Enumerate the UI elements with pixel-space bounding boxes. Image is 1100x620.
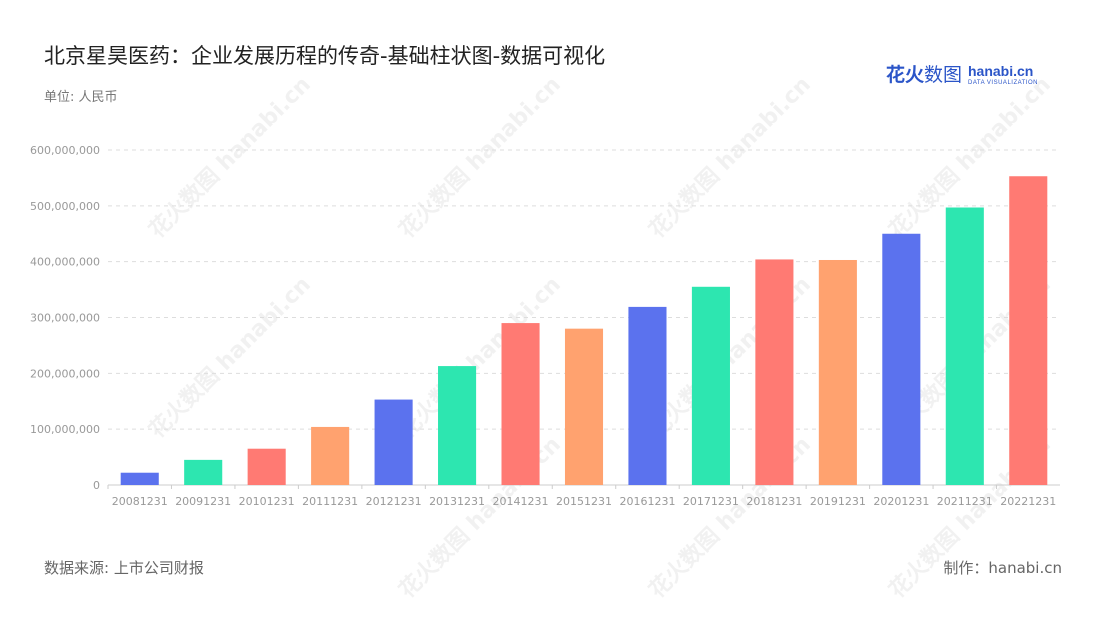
y-tick-label: 100,000,000 (30, 423, 100, 436)
y-tick-label: 400,000,000 (30, 256, 100, 269)
x-tick-label: 20141231 (493, 495, 549, 508)
y-tick-label: 500,000,000 (30, 200, 100, 213)
x-tick-label: 20081231 (112, 495, 168, 508)
bar-20151231[interactable] (564, 328, 604, 485)
bar-20121231[interactable] (374, 399, 413, 485)
bar-20221231[interactable] (1009, 176, 1048, 485)
y-tick-label: 0 (93, 479, 100, 492)
logo-cn-bold: 花火 (885, 64, 924, 86)
y-axis: 0 100,000,000 200,000,000 300,000,000 400,00… (30, 144, 100, 492)
unit-label: 单位: 人民币 (44, 90, 118, 105)
x-tick-label: 20201231 (873, 495, 929, 508)
bar-20111231[interactable] (311, 426, 350, 485)
x-tick-label: 20121231 (366, 495, 422, 508)
logo-en-text: hanabi.cn (967, 63, 1034, 79)
bar-20171231[interactable] (691, 286, 730, 485)
bar-20141231[interactable] (501, 323, 540, 485)
x-tick-label: 20191231 (810, 495, 866, 508)
brand-logo: 花火数图 hanabi.cn DATA VISUALIZATION (886, 60, 1038, 86)
x-tick-label: 20171231 (683, 495, 739, 508)
x-tick-label: 20181231 (746, 495, 802, 508)
x-tick-label: 20101231 (239, 495, 295, 508)
x-tick-label: 20091231 (175, 495, 231, 508)
x-axis: 20081231 20091231 20101231 20111231 20121231… (107, 485, 1056, 508)
bar-20081231[interactable] (120, 472, 159, 485)
chart-title: 北京星昊医药：企业发展历程的传奇-基础柱状图-数据可视化 (44, 44, 606, 68)
bar-20131231[interactable] (438, 366, 477, 485)
bar-20191231[interactable] (818, 259, 857, 485)
bar-20211231[interactable] (945, 207, 984, 485)
bar-20101231[interactable] (247, 448, 286, 485)
bar-20181231[interactable] (755, 259, 794, 485)
y-tick-label: 200,000,000 (30, 367, 100, 380)
y-tick-label: 300,000,000 (30, 312, 100, 325)
logo-cn-text: 花火数图 (886, 64, 962, 86)
x-tick-label: 20221231 (1000, 495, 1056, 508)
bars-layer (120, 176, 1048, 485)
x-tick-label: 20161231 (619, 495, 675, 508)
bar-20091231[interactable] (184, 459, 223, 485)
credit-label: 制作：hanabi.cn (943, 559, 1062, 577)
logo-cn-thin: 数图 (923, 64, 962, 86)
x-tick-label: 20211231 (937, 495, 993, 508)
x-tick-label: 20151231 (556, 495, 612, 508)
x-tick-label: 20111231 (302, 495, 358, 508)
bar-20161231[interactable] (628, 306, 667, 485)
data-source: 数据来源: 上市公司财报 (44, 559, 204, 577)
x-tick-label: 20131231 (429, 495, 485, 508)
bar-20201231[interactable] (882, 233, 921, 485)
logo-en-sub: DATA VISUALIZATION (967, 80, 1038, 86)
logo-en-block: hanabi.cn DATA VISUALIZATION (968, 64, 1038, 86)
y-tick-label: 600,000,000 (30, 144, 100, 157)
